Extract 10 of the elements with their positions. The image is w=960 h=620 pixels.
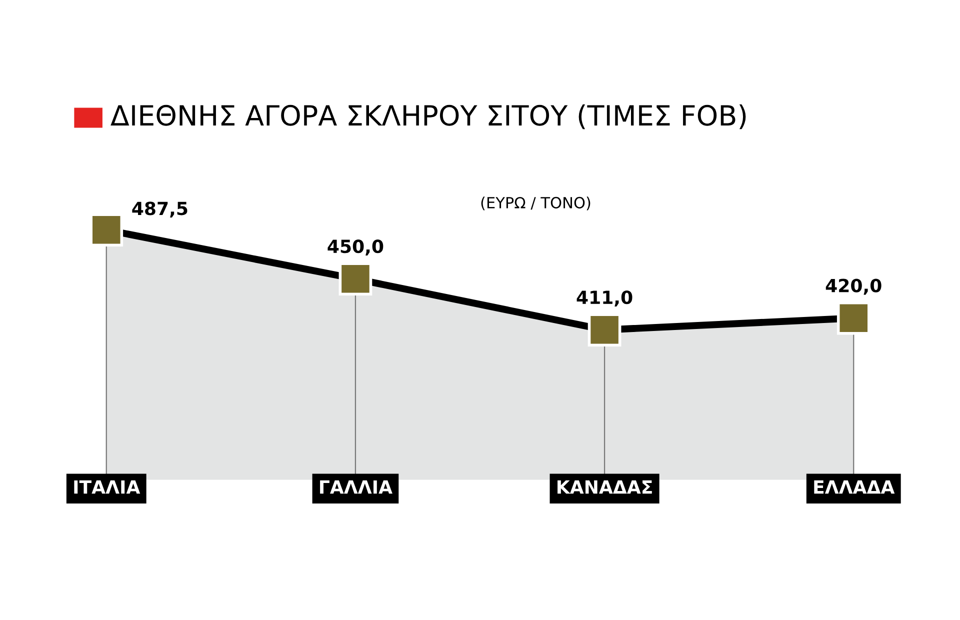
x-tick-label: ΓΑΛΛΙΑ (320, 480, 392, 494)
data-label: 487,5 (132, 202, 188, 218)
x-tick-label: ΚΑΝΑΔΑΣ (558, 480, 652, 494)
data-label: 411,0 (576, 290, 632, 306)
chart-title: ΔΙΕΘΝΗΣ ΑΓΟΡΑ ΣΚΛΗΡΟΥ ΣΙΤΟΥ (ΤΙΜΕΣ FOB) (110, 104, 746, 130)
data-label: 420,0 (826, 278, 882, 295)
chart-subtitle: (ΕΥΡΩ / ΤΟΝΟ) (481, 196, 590, 210)
x-tick-label: ΙΤΑΛΙΑ (74, 480, 140, 494)
data-label: 450,0 (328, 240, 384, 256)
x-tick-label: ΕΛΛΑΔΑ (814, 480, 895, 494)
